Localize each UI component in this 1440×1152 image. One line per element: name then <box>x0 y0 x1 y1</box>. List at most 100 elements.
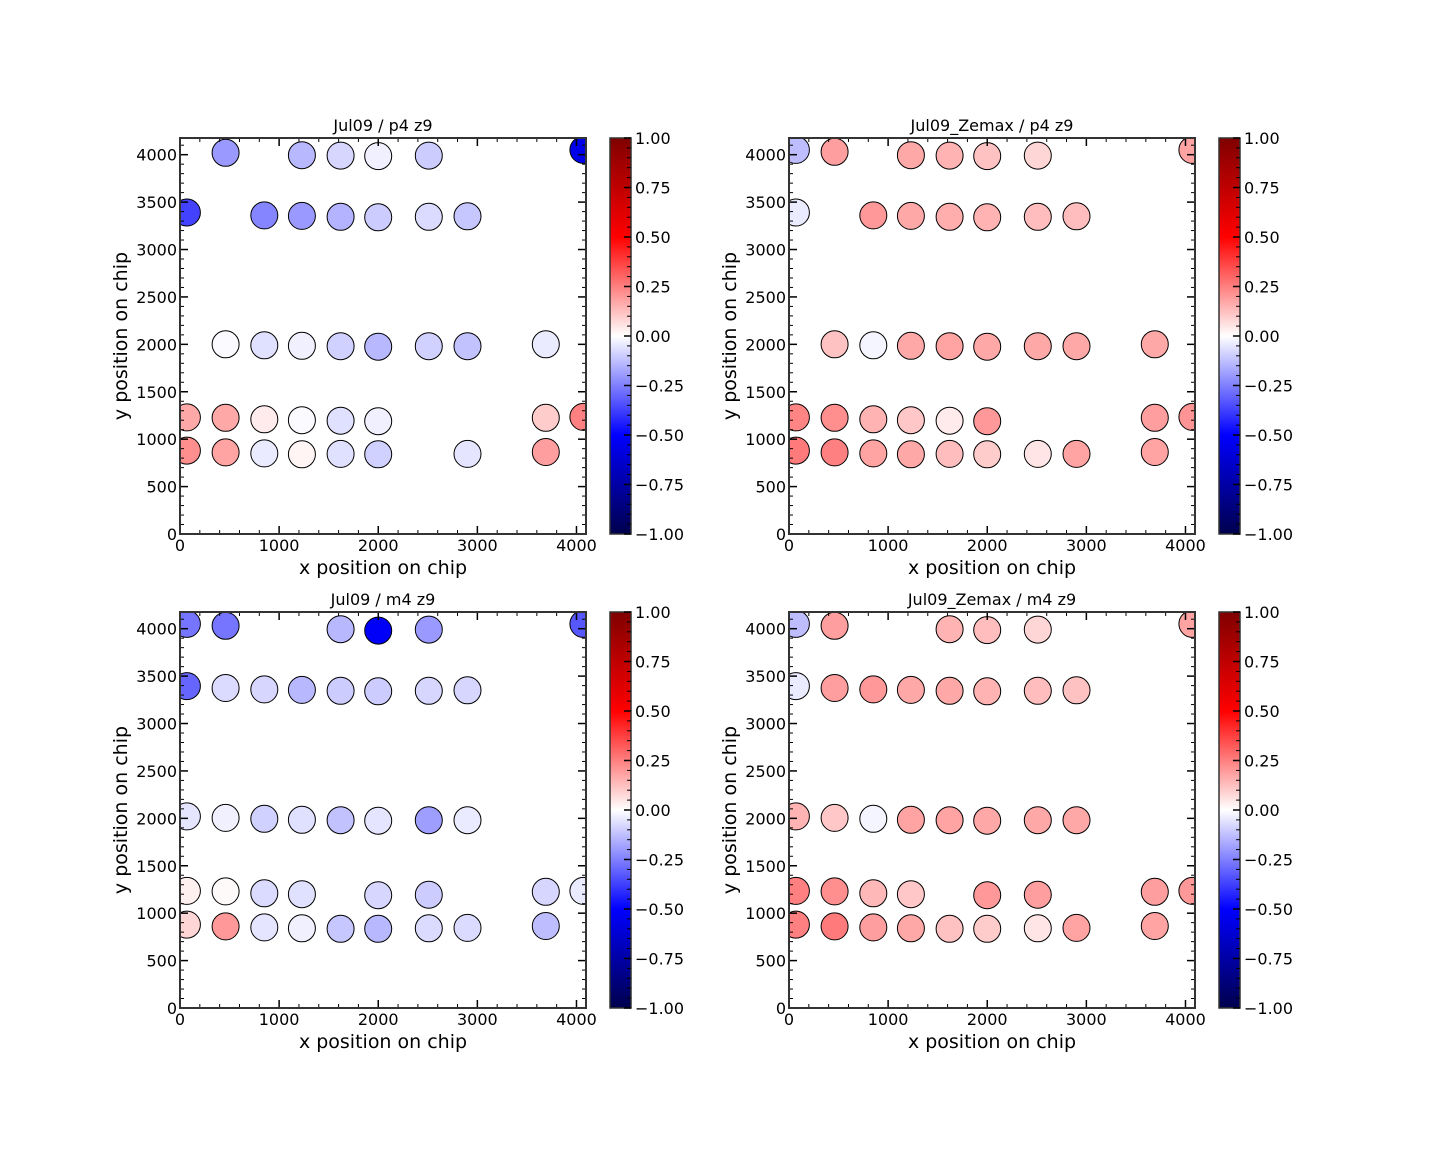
scatter-point <box>1062 913 1091 942</box>
scatter-point <box>211 912 240 941</box>
scatter-point <box>287 880 316 909</box>
scatter-point <box>211 330 240 359</box>
scatter-point <box>1140 403 1169 432</box>
scatter-point <box>531 877 560 906</box>
scatter-point <box>935 406 964 435</box>
scatter-point <box>364 407 393 436</box>
scatter-point <box>820 403 849 432</box>
scatter-point <box>211 612 240 640</box>
scatter-point <box>1178 876 1195 905</box>
panel-top-right: Jul09_Zemax / p4 z9 x position on chip y… <box>719 116 1293 579</box>
scatter-point <box>453 913 482 942</box>
scatter-point <box>287 675 316 704</box>
x-axis-label: x position on chip <box>908 1031 1076 1053</box>
colorbar-tick-label: 0.50 <box>1244 702 1280 721</box>
y-tick-label: 4000 <box>745 146 786 165</box>
scatter-point <box>453 332 482 361</box>
scatter-point <box>973 203 1002 232</box>
scatter-point <box>326 332 355 361</box>
scatter-point <box>973 881 1002 910</box>
y-tick-label: 3500 <box>745 667 786 686</box>
colorbar-tick-label: −0.25 <box>635 851 684 870</box>
colorbar-tick-label: 1.00 <box>1244 129 1280 148</box>
panel-bottom-left: Jul09 / m4 z9 x position on chip y posit… <box>110 590 684 1053</box>
colorbar-tick-label: 0.75 <box>635 653 671 672</box>
scatter-point <box>973 407 1002 436</box>
scatter-point <box>287 914 316 943</box>
scatter-point <box>1023 806 1052 835</box>
scatter-point <box>287 141 316 170</box>
y-tick-label: 1500 <box>745 383 786 402</box>
scatter-point <box>896 880 925 909</box>
scatter-point <box>859 405 888 434</box>
scatter-point <box>789 198 810 227</box>
x-tick-label: 4000 <box>556 1010 597 1029</box>
scatter-point <box>935 676 964 705</box>
colorbar-tick-label: −0.25 <box>1244 851 1293 870</box>
scatter-point <box>820 912 849 941</box>
scatter-point <box>1140 438 1169 466</box>
scatter-point <box>896 331 925 360</box>
panel-title: Jul09 / m4 z9 <box>330 590 436 609</box>
y-tick-label: 1500 <box>745 857 786 876</box>
scatter-point <box>326 676 355 705</box>
colorbar-tick-label: −0.75 <box>635 950 684 969</box>
colorbar-tick-label: −0.25 <box>635 377 684 396</box>
colorbar-tick-label: 1.00 <box>635 129 671 148</box>
y-tick-label: 0 <box>776 999 786 1018</box>
colorbar-tick-label: 0.75 <box>635 179 671 198</box>
scatter-point <box>1023 676 1052 705</box>
scatter-point <box>935 806 964 835</box>
scatter-point <box>453 676 482 705</box>
y-tick-label: 3000 <box>745 715 786 734</box>
x-tick-label: 4000 <box>1165 1010 1206 1029</box>
scatter-point <box>414 141 443 170</box>
x-tick-label: 1000 <box>868 536 909 555</box>
x-tick-label: 1000 <box>868 1010 909 1029</box>
panel-title: Jul09 / p4 z9 <box>332 116 432 135</box>
scatter-point <box>364 616 393 645</box>
scatter-point <box>896 805 925 834</box>
x-tick-label: 0 <box>175 536 185 555</box>
colorbar-tick-label: 0.75 <box>1244 653 1280 672</box>
colorbar-tick-label: 1.00 <box>1244 603 1280 622</box>
y-tick-label: 1000 <box>745 904 786 923</box>
scatter-point <box>414 202 443 231</box>
scatter-point <box>569 876 586 905</box>
scatter-point <box>326 141 355 170</box>
scatter-point <box>211 803 240 832</box>
y-tick-label: 3000 <box>745 241 786 260</box>
y-tick-label: 1500 <box>136 383 177 402</box>
colorbar-tick-label: 0.50 <box>1244 228 1280 247</box>
scatter-point <box>250 913 279 942</box>
x-tick-label: 0 <box>784 1010 794 1029</box>
scatter-point <box>896 406 925 435</box>
scatter-point <box>789 612 810 638</box>
scatter-point <box>569 138 586 164</box>
scatter-point <box>326 615 355 644</box>
scatter-point <box>364 677 393 706</box>
scatter-point <box>531 912 560 940</box>
colorbar-tick-label: −0.25 <box>1244 377 1293 396</box>
scatter-point <box>531 330 560 359</box>
axes-frame <box>788 137 1196 535</box>
scatter-point <box>789 672 810 701</box>
panel-bottom-right: Jul09_Zemax / m4 z9 x position on chip y… <box>719 590 1293 1053</box>
scatter-point <box>820 330 849 359</box>
scatter-point <box>1062 676 1091 705</box>
scatter-point <box>453 806 482 835</box>
y-tick-label: 4000 <box>136 620 177 639</box>
scatter-point <box>364 203 393 232</box>
scatter-point <box>1062 202 1091 231</box>
scatter-points <box>789 138 1195 469</box>
x-tick-label: 3000 <box>457 1010 498 1029</box>
scatter-point <box>211 403 240 432</box>
scatter-point <box>414 806 443 835</box>
colorbar-ticks <box>1233 137 1240 535</box>
x-tick-label: 4000 <box>556 536 597 555</box>
y-tick-label: 2500 <box>745 288 786 307</box>
scatter-point <box>250 879 279 908</box>
scatter-point <box>453 202 482 231</box>
scatter-point <box>935 615 964 644</box>
y-tick-label: 1000 <box>136 904 177 923</box>
